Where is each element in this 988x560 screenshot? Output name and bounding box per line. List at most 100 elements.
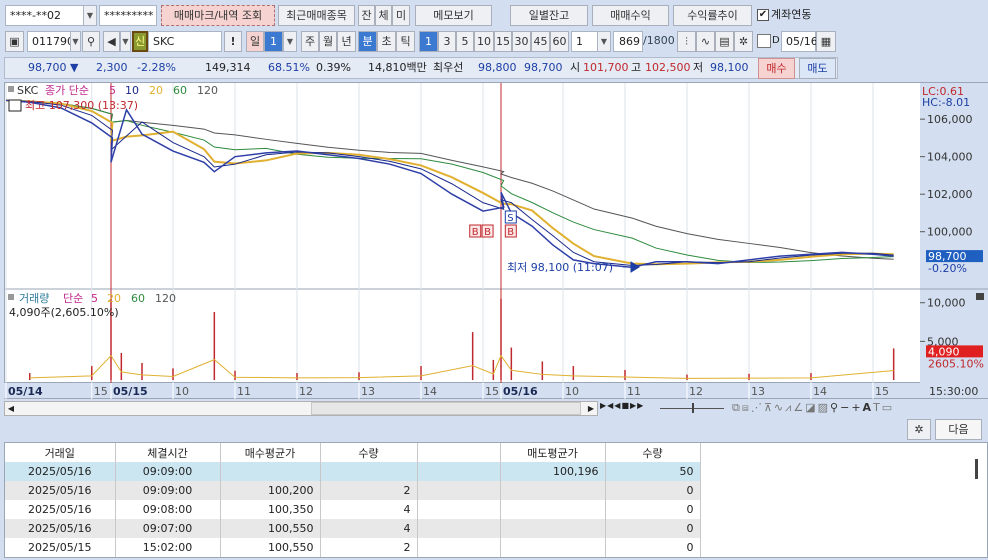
data-count-input[interactable]: 869 [613, 31, 643, 52]
buy-button[interactable]: 매수 [758, 58, 795, 79]
column-header[interactable]: 매도평균가 [500, 443, 606, 462]
settings-gear-icon[interactable]: ✲ [907, 419, 931, 440]
next-button[interactable]: 다음 [935, 419, 982, 440]
period-week-button[interactable]: 주 [301, 31, 319, 52]
playback-controls[interactable]: ▶◀◀■▶▶ [600, 401, 656, 416]
chart-area[interactable]: B B S B SKC 종가 단순 5 10 20 60 120 최고 107,300 (13:37)… [4, 82, 988, 384]
speaker-icon[interactable]: ◀ [103, 31, 120, 52]
column-header[interactable] [417, 443, 501, 462]
daily-balance-button[interactable]: 일별잔고 [510, 5, 588, 26]
interval-60-button[interactable]: 60 [550, 31, 569, 52]
wave-icon[interactable]: ∿ [773, 401, 786, 414]
memo-button[interactable]: 메모보기 [415, 5, 492, 26]
zigzag-icon[interactable]: ⩘ [785, 401, 794, 414]
ma-legend-10: 10 [125, 84, 139, 97]
period-month-button[interactable]: 월 [319, 31, 337, 52]
unexecuted-button[interactable]: 미 [392, 5, 410, 26]
column-header[interactable]: 수량 [605, 443, 701, 462]
split-icon[interactable]: ⧈ [741, 401, 751, 414]
scroll-thumb[interactable] [311, 402, 581, 415]
play-icon[interactable]: ▶ [600, 401, 608, 410]
sell-button[interactable]: 매도 [799, 58, 836, 79]
speaker-dropdown[interactable]: ▼ [120, 31, 131, 52]
add-line-icon[interactable]: ∿ [696, 31, 715, 52]
angle-icon[interactable]: ∠ [793, 401, 806, 414]
balance-button[interactable]: 잔 [358, 5, 375, 26]
column-header[interactable]: 거래일 [5, 443, 116, 462]
chart-scrollbar[interactable]: ◀ ▶ [4, 401, 598, 416]
period-year-button[interactable]: 년 [337, 31, 356, 52]
scroll-left-icon[interactable]: ◀ [7, 404, 15, 413]
recent-stocks-button[interactable]: 최근매매종목 [278, 5, 355, 26]
interval-1-button[interactable]: 1 [419, 31, 438, 52]
password-input[interactable]: ********* [99, 5, 157, 26]
layout-icon[interactable]: ▣ [5, 31, 24, 52]
drawing-tools[interactable]: ⧉⧈⋰⊼∿⩘∠◪▨⚲−+AT▭ [732, 401, 894, 415]
trade-profit-button[interactable]: 매매수익 [592, 5, 669, 26]
account-link-checkbox[interactable]: ✔ [757, 9, 769, 21]
table-row[interactable]: 2025/05/16 09:07:00 100,550 4 0 [5, 519, 701, 538]
add-indicator-icon[interactable]: ⫶ [677, 31, 696, 52]
search-icon[interactable]: ⚲ [82, 31, 100, 52]
eraser-icon[interactable]: ◪ [805, 401, 818, 414]
slider-handle[interactable] [692, 403, 694, 413]
fast-forward-icon[interactable]: ▶▶ [630, 401, 645, 410]
save-icon[interactable]: ▤ [715, 31, 734, 52]
period-minute-button[interactable]: 분 [358, 31, 377, 52]
date-check-label: D [772, 35, 780, 46]
stock-name-input[interactable]: SKC [148, 31, 222, 52]
fib-icon[interactable]: ⊼ [763, 401, 774, 414]
column-header[interactable]: 매수평균가 [220, 443, 321, 462]
alert-button[interactable]: ! [224, 31, 242, 52]
executed-button[interactable]: 체 [375, 5, 392, 26]
interval-30-button[interactable]: 30 [512, 31, 531, 52]
column-header[interactable]: 수량 [320, 443, 418, 462]
date-input[interactable]: 05/16 [781, 31, 818, 52]
day-count[interactable]: 1 [264, 31, 283, 52]
table-row[interactable]: 2025/05/16 09:09:00 100,200 2 0 [5, 481, 701, 500]
text-icon[interactable]: A [862, 401, 874, 414]
date-checkbox[interactable] [757, 34, 771, 48]
trend-icon[interactable]: ⋰ [750, 401, 764, 414]
day-count-dropdown[interactable]: ▼ [283, 31, 297, 52]
current-price-label: 98,700 [928, 250, 967, 263]
interval-15-button[interactable]: 15 [494, 31, 512, 52]
overlay-icon[interactable]: ⧉ [732, 401, 742, 414]
trade-mark-query-button[interactable]: 매매마크/내역 조회 [161, 5, 275, 26]
code-dropdown[interactable]: ▼ [70, 31, 81, 52]
calendar-icon[interactable]: ▦ [816, 31, 836, 52]
panel-icon[interactable]: ▭ [881, 401, 895, 414]
column-header[interactable]: 체결시간 [115, 443, 221, 462]
chart-icon[interactable]: ▨ [817, 401, 831, 414]
zoom-out-icon[interactable]: − [840, 401, 852, 414]
interval-10-button[interactable]: 10 [474, 31, 494, 52]
text-style-icon[interactable]: T [873, 401, 882, 414]
interval-3-button[interactable]: 3 [438, 31, 456, 52]
period-day-button[interactable]: 일 [246, 31, 264, 52]
return-trend-button[interactable]: 수익률추이 [673, 5, 752, 26]
rewind-icon[interactable]: ◀◀ [607, 401, 622, 410]
table-row[interactable]: 2025/05/16 09:08:00 100,350 4 0 [5, 500, 701, 519]
current-volume-label: 4,090 [928, 345, 960, 358]
table-row[interactable]: 2025/05/16 09:09:00 100,196 50 [5, 462, 701, 481]
gear-icon[interactable]: ✲ [734, 31, 753, 52]
period-tick-button[interactable]: 틱 [396, 31, 415, 52]
stop-icon[interactable]: ■ [621, 401, 631, 410]
x-tick-label: 13 [751, 385, 765, 398]
period-second-button[interactable]: 초 [377, 31, 396, 52]
multiplier-select[interactable]: 1 [571, 31, 598, 52]
account-input[interactable]: ****-**02 [5, 5, 84, 26]
interval-5-button[interactable]: 5 [456, 31, 474, 52]
stock-code-input[interactable]: 011790 [27, 31, 74, 52]
interval-45-button[interactable]: 45 [531, 31, 550, 52]
scroll-right-icon[interactable]: ▶ [587, 404, 595, 413]
zoom-in-icon[interactable]: + [851, 401, 863, 414]
speed-slider[interactable] [660, 403, 724, 413]
multiplier-dropdown[interactable]: ▼ [597, 31, 611, 52]
zoom-icon[interactable]: ⚲ [830, 401, 841, 414]
account-dropdown[interactable]: ▼ [83, 5, 97, 26]
credit-badge: 신 [132, 31, 148, 52]
table-scrollbar[interactable] [975, 459, 978, 479]
table-row[interactable]: 2025/05/15 15:02:00 100,550 2 0 [5, 538, 701, 557]
